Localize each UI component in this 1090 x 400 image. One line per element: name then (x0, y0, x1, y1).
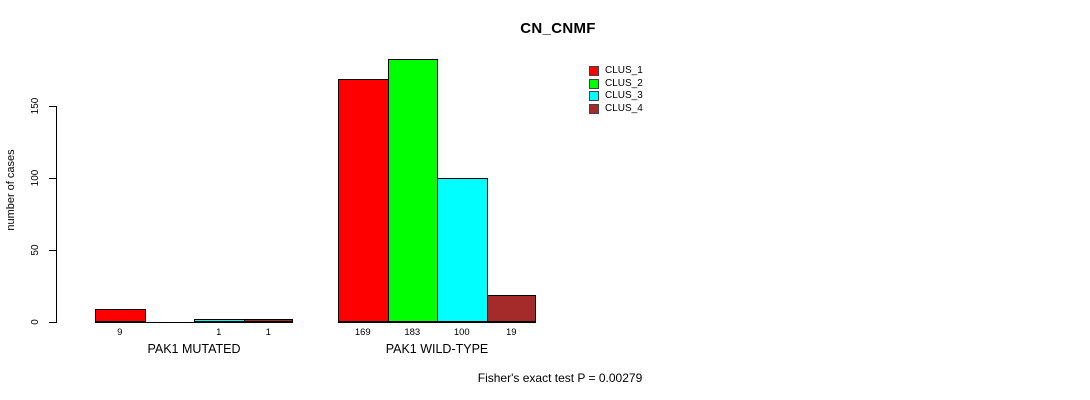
bar-value-label: 100 (453, 327, 470, 338)
legend-swatch-clus_2 (589, 78, 599, 89)
group-label: PAK1 MUTATED (147, 342, 241, 356)
y-axis-tick (49, 250, 56, 251)
bar-value-label: 1 (265, 327, 271, 338)
y-axis-tick-label: 100 (30, 169, 41, 187)
chart-title: CN_CNMF (520, 20, 596, 37)
bar-clus_1-pak1-mutated (95, 309, 146, 322)
legend-swatch-clus_4 (589, 103, 599, 114)
y-axis-tick-label: 50 (30, 244, 41, 256)
y-axis-tick (49, 106, 56, 107)
y-axis-tick-label: 0 (30, 319, 41, 325)
group-baseline (338, 322, 536, 323)
legend-label-clus_1: CLUS_1 (605, 65, 643, 76)
bar-clus_3-pak1-wild-type (437, 178, 488, 322)
y-axis-tick (49, 178, 56, 179)
bar-value-label: 19 (505, 327, 517, 338)
legend-swatch-clus_3 (589, 91, 599, 102)
legend-label-clus_4: CLUS_4 (605, 102, 643, 114)
legend-label-clus_3: CLUS_3 (605, 90, 643, 102)
y-axis-tick (49, 322, 56, 323)
group-baseline (95, 322, 293, 323)
bar-clus_1-pak1-wild-type (338, 79, 389, 322)
fisher-test-footnote: Fisher's exact test P = 0.00279 (477, 371, 643, 385)
bar-clus_3-pak1-mutated (194, 319, 245, 322)
legend-label-clus_2: CLUS_2 (605, 77, 643, 89)
y-axis-line (56, 106, 57, 323)
bar-clus_4-pak1-mutated (243, 319, 293, 322)
y-axis-label: number of cases (5, 149, 17, 231)
bar-value-label: 183 (404, 327, 421, 338)
bar-value-label: 1 (216, 327, 222, 338)
y-axis-tick-label: 150 (30, 97, 41, 115)
bar-clus_2-pak1-wild-type (387, 59, 438, 322)
bar-value-label: 169 (354, 327, 371, 338)
group-label: PAK1 WILD-TYPE (385, 342, 489, 356)
bar-value-label: 9 (117, 327, 123, 338)
bar-clus_4-pak1-wild-type (486, 295, 536, 322)
legend-swatch-clus_1 (589, 66, 599, 76)
